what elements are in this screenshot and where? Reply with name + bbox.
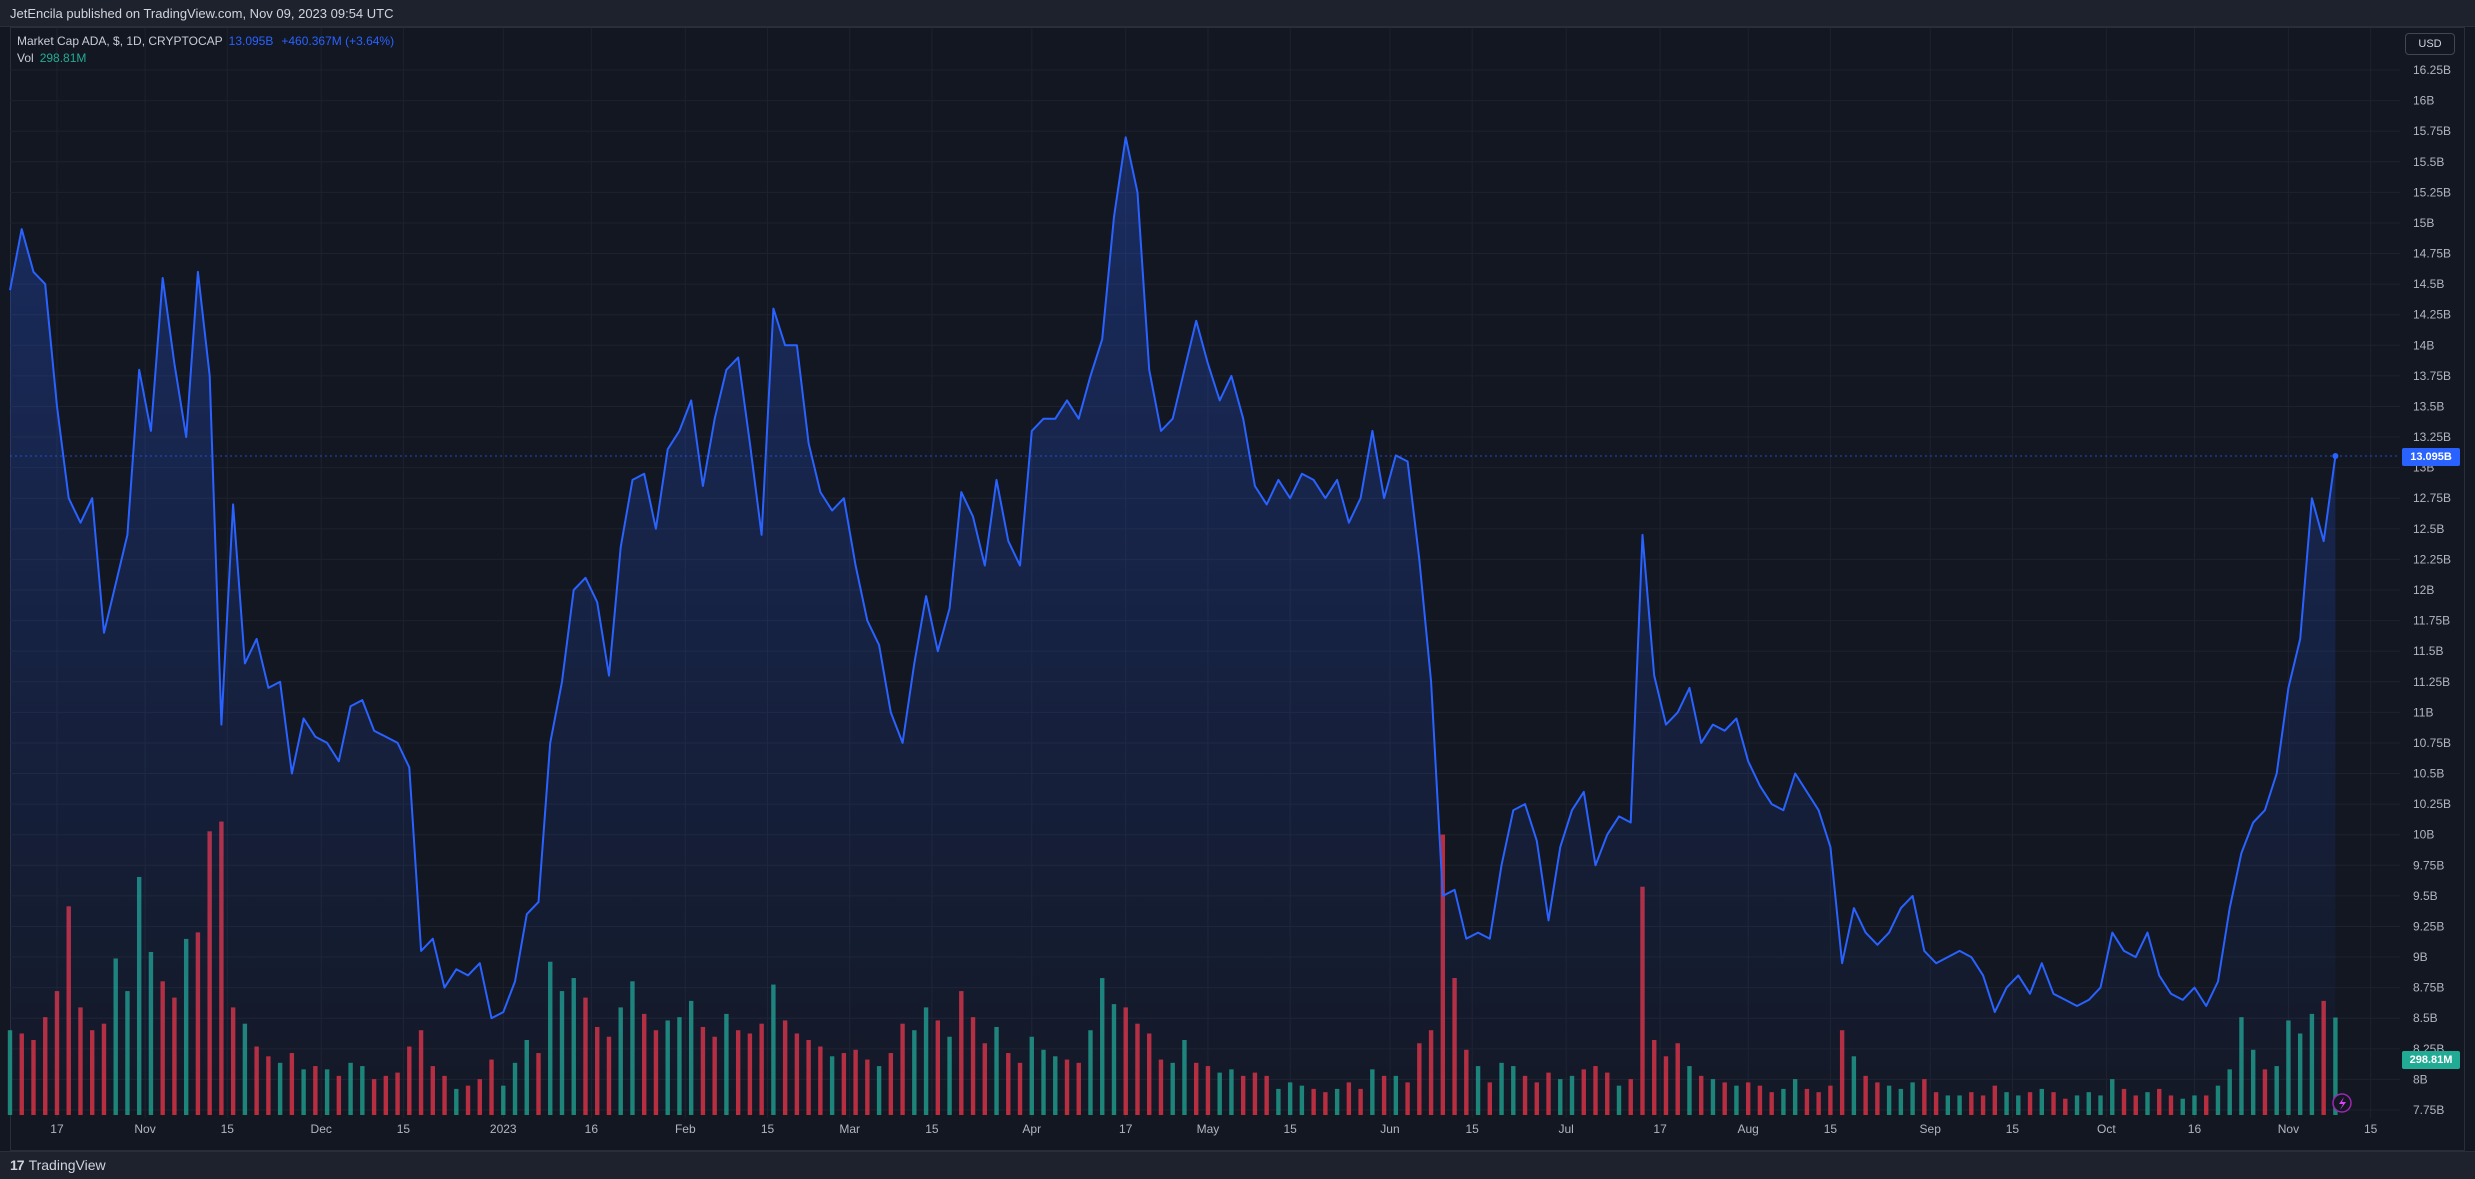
- price-area: [10, 137, 2336, 1111]
- time-tick-label: 15: [2364, 1122, 2378, 1136]
- time-tick-label: 15: [2006, 1122, 2020, 1136]
- time-tick-label: 15: [221, 1122, 235, 1136]
- legend-value: 13.095B: [228, 34, 274, 48]
- price-tick-label: 13.75B: [2413, 369, 2451, 383]
- time-tick-label: 15: [397, 1122, 411, 1136]
- volume-bar: [2333, 1017, 2338, 1115]
- price-tick-label: 15.25B: [2413, 185, 2451, 199]
- price-tick-label: 12.5B: [2413, 522, 2444, 536]
- publisher-text: JetEncila published on TradingView.com, …: [10, 6, 394, 21]
- footer-bar: 17 TradingView: [0, 1151, 2475, 1179]
- time-axis[interactable]: 17 Nov 15 Dec 15 2023 16 Feb 15 Mar 15 Apr 17 May 15 Ju…: [50, 1122, 2377, 1136]
- price-tick-label: 11.25B: [2413, 675, 2450, 689]
- price-tick-label: 8.5B: [2413, 1011, 2438, 1025]
- lightning-icon[interactable]: [2332, 1093, 2352, 1113]
- price-tick-label: 14.5B: [2413, 277, 2444, 291]
- time-tick-label: Mar: [839, 1122, 860, 1136]
- last-price-badge: 13.095B: [2402, 448, 2460, 466]
- time-tick-label: Sep: [1920, 1122, 1942, 1136]
- currency-selector[interactable]: USD: [2405, 33, 2455, 55]
- chart-legend: Market Cap ADA, $, 1D, CRYPTOCAP 13.095B +…: [17, 33, 394, 67]
- price-tick-label: 13.5B: [2413, 399, 2444, 413]
- logo-text: TradingView: [28, 1157, 106, 1173]
- price-tick-label: 8B: [2413, 1072, 2428, 1086]
- time-tick-label: Jun: [1380, 1122, 1399, 1136]
- price-tick-label: 15.5B: [2413, 155, 2444, 169]
- price-tick-label: 10.25B: [2413, 797, 2451, 811]
- time-tick-label: Nov: [2278, 1122, 2299, 1136]
- price-axis[interactable]: 7.75B8B8.25B8.5B8.75B9B9.25B9.5B9.75B10B…: [2413, 63, 2451, 1117]
- time-tick-label: 16: [585, 1122, 599, 1136]
- time-tick-label: 17: [1653, 1122, 1667, 1136]
- price-tick-label: 13.25B: [2413, 430, 2451, 444]
- last-price-dot: [2332, 453, 2339, 460]
- publish-header: JetEncila published on TradingView.com, …: [0, 0, 2475, 27]
- price-tick-label: 12.25B: [2413, 552, 2451, 566]
- price-tick-label: 10B: [2413, 828, 2434, 842]
- legend-volume-row: Vol 298.81M: [17, 50, 394, 67]
- time-tick-label: 15: [761, 1122, 775, 1136]
- price-tick-label: 12B: [2413, 583, 2434, 597]
- time-tick-label: Apr: [1022, 1122, 1041, 1136]
- tradingview-logo[interactable]: 17 TradingView: [10, 1157, 106, 1173]
- time-tick-label: Aug: [1738, 1122, 1759, 1136]
- time-tick-label: May: [1197, 1122, 1220, 1136]
- price-tick-label: 14.75B: [2413, 247, 2451, 261]
- chart-canvas[interactable]: 7.75B8B8.25B8.5B8.75B9B9.25B9.5B9.75B10B…: [0, 0, 2475, 1151]
- price-tick-label: 9.25B: [2413, 919, 2444, 933]
- time-tick-label: 17: [50, 1122, 64, 1136]
- time-tick-label: 17: [1119, 1122, 1133, 1136]
- price-tick-label: 10.75B: [2413, 736, 2451, 750]
- logo-mark: 17: [10, 1157, 25, 1173]
- time-tick-label: 2023: [490, 1122, 517, 1136]
- time-tick-label: 15: [1283, 1122, 1297, 1136]
- legend-vol-value: 298.81M: [39, 51, 87, 65]
- price-tick-label: 15.75B: [2413, 124, 2451, 138]
- legend-vol-label[interactable]: Vol: [17, 51, 34, 65]
- time-tick-label: Oct: [2097, 1122, 2116, 1136]
- price-tick-label: 11B: [2413, 705, 2433, 719]
- price-tick-label: 9.75B: [2413, 858, 2444, 872]
- price-tick-label: 14.25B: [2413, 308, 2451, 322]
- legend-main-row: Market Cap ADA, $, 1D, CRYPTOCAP 13.095B +…: [17, 33, 394, 50]
- price-tick-label: 9.5B: [2413, 889, 2438, 903]
- price-tick-label: 10.5B: [2413, 767, 2444, 781]
- time-tick-label: Jul: [1558, 1122, 1573, 1136]
- time-tick-label: 15: [1824, 1122, 1838, 1136]
- price-tick-label: 7.75B: [2413, 1103, 2444, 1117]
- price-tick-label: 16.25B: [2413, 63, 2451, 77]
- time-tick-label: Dec: [311, 1122, 332, 1136]
- time-tick-label: 15: [1466, 1122, 1480, 1136]
- time-tick-label: Nov: [134, 1122, 155, 1136]
- legend-symbol[interactable]: Market Cap ADA, $, 1D, CRYPTOCAP: [17, 34, 223, 48]
- price-tick-label: 15B: [2413, 216, 2434, 230]
- price-tick-label: 16B: [2413, 94, 2434, 108]
- time-tick-label: 16: [2188, 1122, 2202, 1136]
- last-volume-badge: 298.81M: [2402, 1051, 2460, 1069]
- time-tick-label: Feb: [675, 1122, 696, 1136]
- price-tick-label: 9B: [2413, 950, 2428, 964]
- legend-change: +460.367M (+3.64%): [281, 34, 395, 48]
- time-tick-label: 15: [925, 1122, 939, 1136]
- price-tick-label: 11.75B: [2413, 614, 2450, 628]
- price-tick-label: 12.75B: [2413, 491, 2451, 505]
- price-line: [9, 136, 2337, 1020]
- price-tick-label: 14B: [2413, 338, 2434, 352]
- price-tick-label: 11.5B: [2413, 644, 2443, 658]
- price-tick-label: 8.75B: [2413, 981, 2444, 995]
